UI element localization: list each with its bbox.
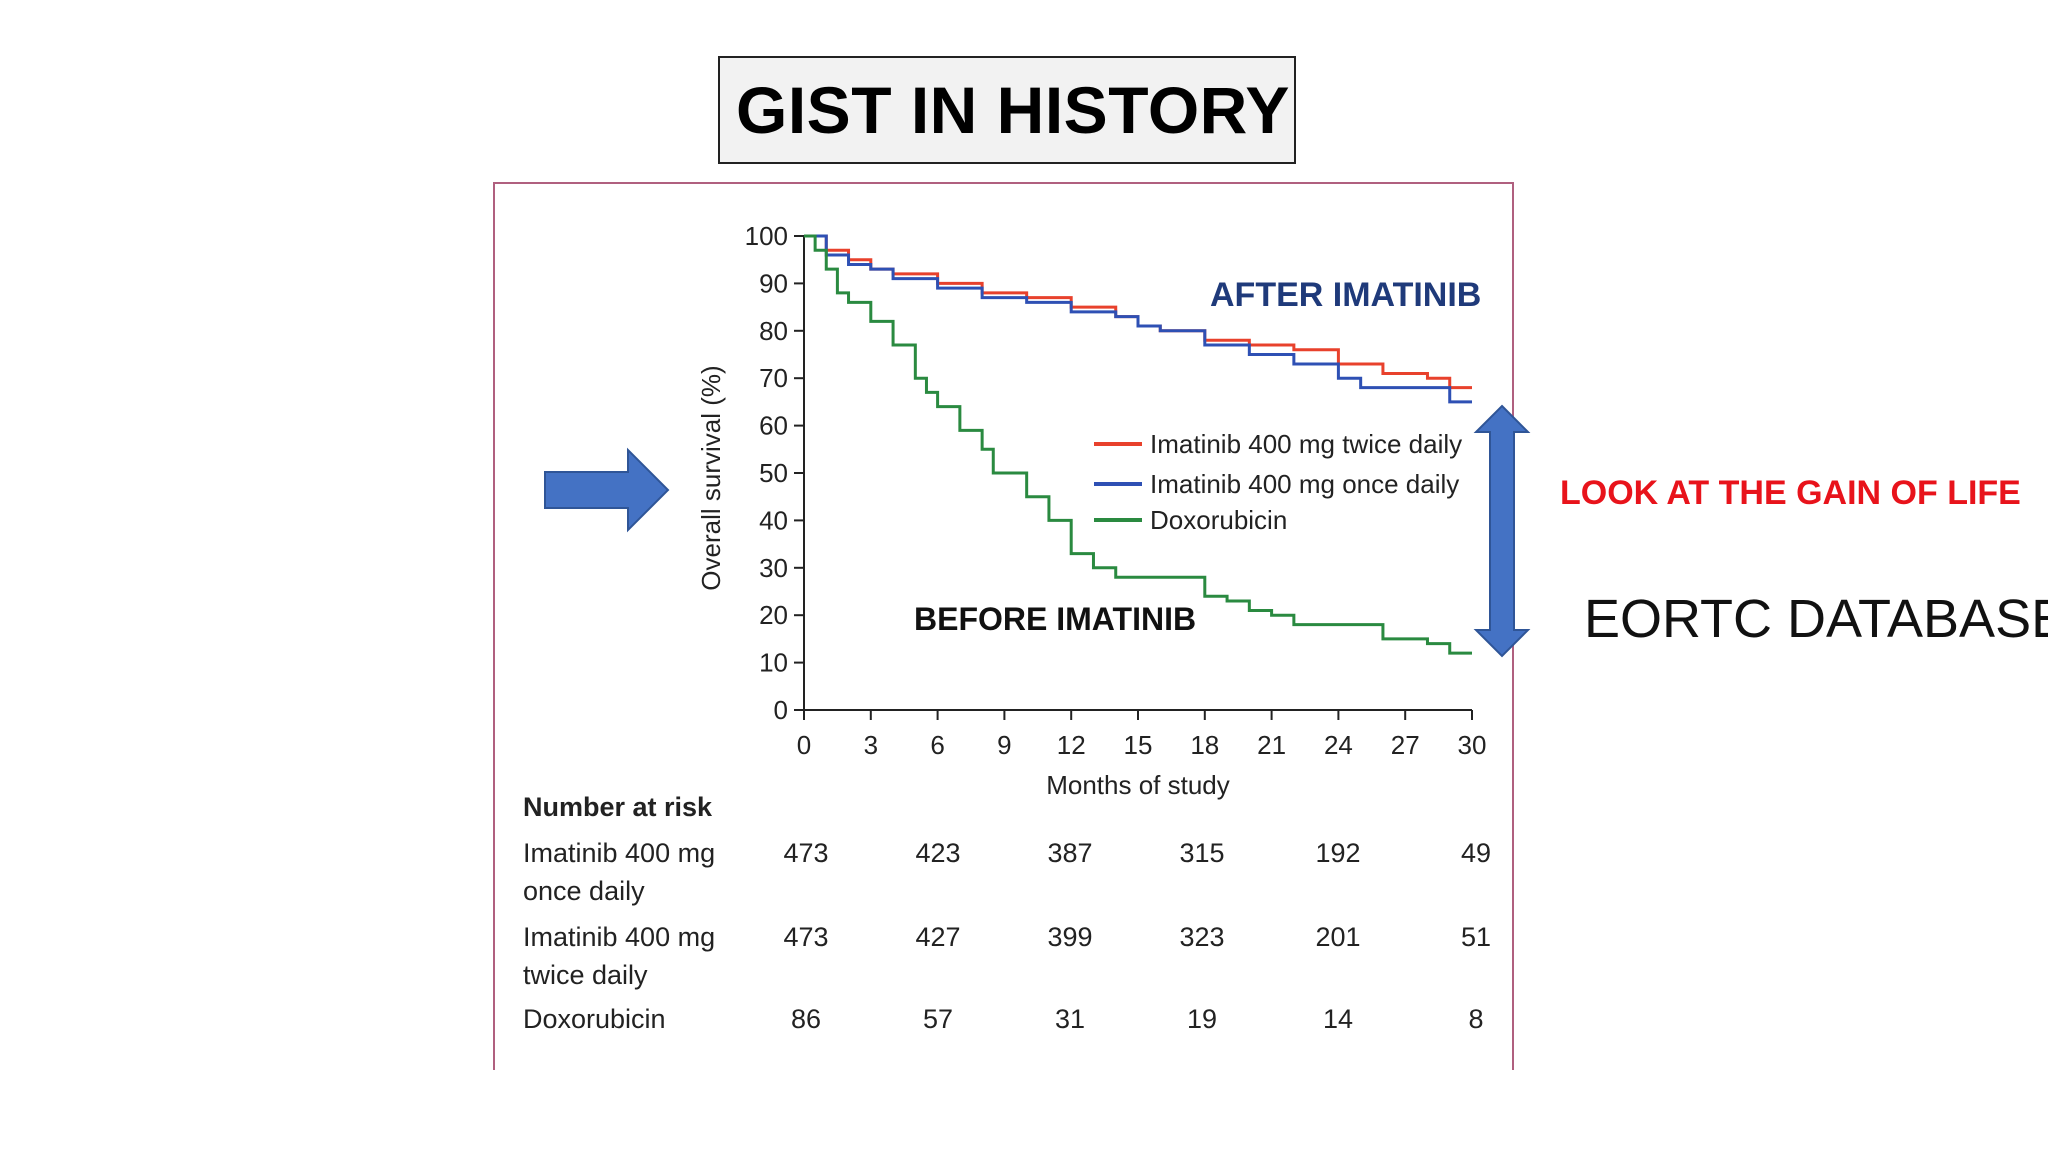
risk-cell: 8	[1468, 1004, 1483, 1034]
x-tick-label: 6	[930, 730, 944, 760]
risk-cell: 201	[1315, 922, 1360, 952]
eortc-database-label: EORTC DATABASE	[1584, 589, 2048, 649]
chart-axes: 0 10 20 30 40 50 60 70 80 90 100 0 3 6 9 12 15 18 21 24 27 30…	[696, 221, 1486, 800]
x-tick-label: 9	[997, 730, 1011, 760]
x-tick-label: 18	[1190, 730, 1219, 760]
legend-entry: Doxorubicin	[1150, 505, 1287, 535]
chart-legend: Imatinib 400 mg twice daily Imatinib 400 …	[1094, 429, 1462, 535]
risk-row-label: once daily	[523, 876, 645, 906]
risk-cell: 473	[783, 922, 828, 952]
y-tick-label: 100	[745, 221, 788, 251]
x-tick-label: 24	[1324, 730, 1353, 760]
series-line-3	[804, 234, 1472, 655]
risk-cell: 387	[1047, 838, 1092, 868]
risk-cell: 423	[915, 838, 960, 868]
series-line-2	[804, 234, 1472, 404]
y-tick-label: 0	[774, 695, 788, 725]
risk-cell: 399	[1047, 922, 1092, 952]
risk-row-label: Doxorubicin	[523, 1004, 666, 1034]
risk-cell: 19	[1187, 1004, 1217, 1034]
x-tick-label: 30	[1458, 730, 1487, 760]
slide-title: GIST IN HISTORY	[736, 73, 1290, 147]
x-tick-label: 15	[1124, 730, 1153, 760]
chart-series	[804, 234, 1472, 655]
y-tick-label: 80	[759, 316, 788, 346]
risk-row-label: Imatinib 400 mg	[523, 838, 715, 868]
y-axis-label: Overall survival (%)	[696, 365, 726, 590]
x-tick-label: 21	[1257, 730, 1286, 760]
y-tick-label: 50	[759, 458, 788, 488]
risk-cell: 57	[923, 1004, 953, 1034]
legend-entry: Imatinib 400 mg once daily	[1150, 469, 1459, 499]
double-arrow-icon	[1473, 404, 1531, 658]
risk-row-label: Imatinib 400 mg	[523, 922, 715, 952]
risk-row-label: twice daily	[523, 960, 648, 990]
y-tick-label: 70	[759, 363, 788, 393]
risk-cell: 86	[791, 1004, 821, 1034]
risk-cell: 51	[1461, 922, 1491, 952]
right-arrow-icon	[544, 447, 670, 533]
after-imatinib-label: AFTER IMATINIB	[1210, 276, 1481, 314]
number-at-risk-table: Number at risk Imatinib 400 mg once daily 4…	[523, 792, 1491, 1034]
y-tick-label: 60	[759, 411, 788, 441]
y-tick-label: 20	[759, 600, 788, 630]
x-axis-label: Months of study	[1046, 770, 1230, 800]
y-tick-label: 30	[759, 553, 788, 583]
risk-cell: 427	[915, 922, 960, 952]
x-tick-label: 12	[1057, 730, 1086, 760]
risk-cell: 473	[783, 838, 828, 868]
y-tick-label: 90	[759, 268, 788, 298]
risk-cell: 192	[1315, 838, 1360, 868]
x-tick-label: 3	[864, 730, 878, 760]
gain-of-life-annotation: LOOK AT THE GAIN OF LIFE	[1560, 474, 2021, 512]
risk-cell: 31	[1055, 1004, 1085, 1034]
risk-cell: 315	[1179, 838, 1224, 868]
legend-entry: Imatinib 400 mg twice daily	[1150, 429, 1462, 459]
x-tick-label: 27	[1391, 730, 1420, 760]
risk-cell: 49	[1461, 838, 1491, 868]
risk-cell: 323	[1179, 922, 1224, 952]
y-tick-label: 40	[759, 505, 788, 535]
risk-table-header: Number at risk	[523, 792, 713, 822]
x-tick-label: 0	[797, 730, 811, 760]
y-tick-label: 10	[759, 648, 788, 678]
slide-title-box: GIST IN HISTORY	[718, 56, 1296, 164]
risk-cell: 14	[1323, 1004, 1353, 1034]
before-imatinib-label: BEFORE IMATINIB	[914, 601, 1196, 637]
